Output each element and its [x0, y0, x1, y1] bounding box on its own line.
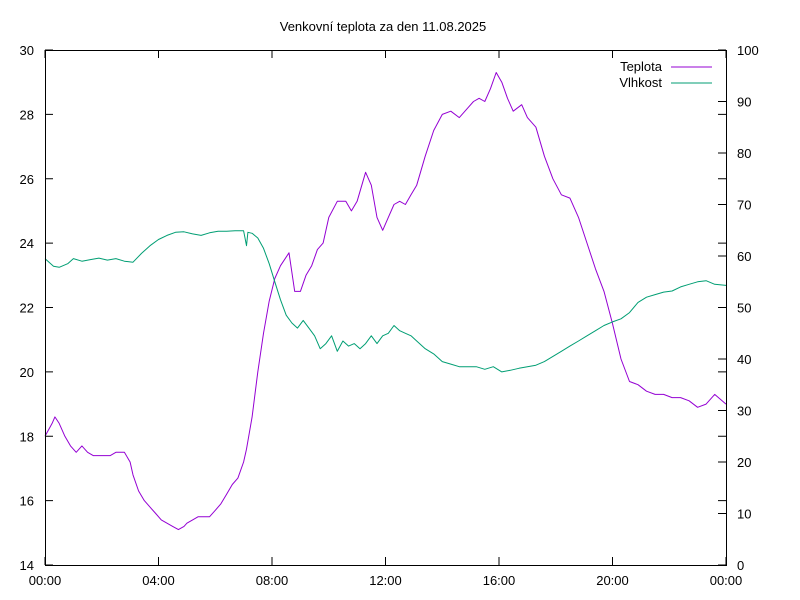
x-tick-label: 16:00: [483, 573, 516, 588]
y-tick-label: 14: [20, 558, 34, 573]
y-tick-label: 20: [20, 365, 34, 380]
y2-tick-label: 90: [737, 95, 751, 110]
x-tick-label: 04:00: [142, 573, 175, 588]
x-tick-label: 12:00: [369, 573, 402, 588]
y2-tick-label: 60: [737, 249, 751, 264]
legend: Teplota Vlhkost: [619, 59, 712, 90]
y2-tick-label: 30: [737, 404, 751, 419]
series-layer: [44, 72, 727, 531]
y-tick-label: 22: [20, 301, 34, 316]
y2-tick-label: 100: [737, 43, 759, 58]
y-tick-label: 16: [20, 494, 34, 509]
series-line-vlhkost: [44, 230, 727, 373]
x-tick-label: 20:00: [596, 573, 629, 588]
chart-title: Venkovní teplota za den 11.08.2025: [280, 19, 486, 34]
x-tick-label: 00:00: [710, 573, 743, 588]
y-tick-label: 30: [20, 43, 34, 58]
legend-label-teplota: Teplota: [620, 59, 663, 74]
legend-label-vlhkost: Vlhkost: [619, 75, 662, 90]
y2-tick-label: 20: [737, 455, 751, 470]
y-tick-label: 18: [20, 429, 34, 444]
plot-frame: [45, 50, 727, 566]
series-line-teplota: [44, 72, 727, 531]
y2-tick-label: 40: [737, 352, 751, 367]
y2-tick-label: 70: [737, 198, 751, 213]
x-tick-label: 08:00: [256, 573, 289, 588]
y2-tick-label: 10: [737, 507, 751, 522]
y2-tick-label: 50: [737, 301, 751, 316]
y2-tick-label: 0: [737, 558, 744, 573]
y-tick-label: 26: [20, 172, 34, 187]
y-tick-label: 24: [20, 236, 34, 251]
y2-axis: 0 10 20 30 40 50 60 70 80 90 100: [718, 43, 759, 573]
x-tick-label: 00:00: [29, 573, 62, 588]
y-axis: 14 16 18 20 22 24 26 28 30: [20, 43, 726, 573]
x-axis: 00:00 04:00 08:00 12:00 16:00 20:00 00:00: [29, 50, 743, 588]
y-tick-label: 28: [20, 107, 34, 122]
y2-tick-label: 80: [737, 146, 751, 161]
